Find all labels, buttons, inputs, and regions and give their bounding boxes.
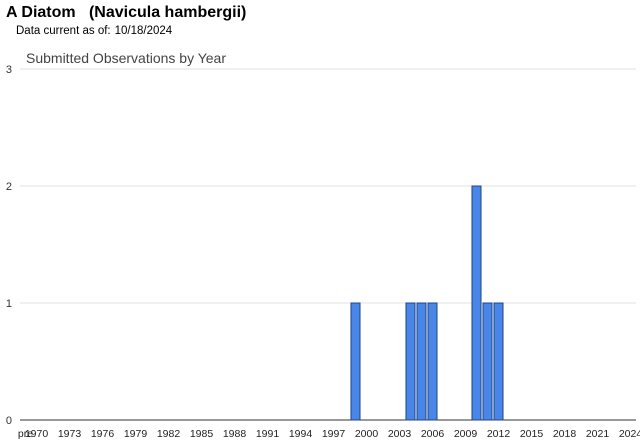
x-tick-label: 2003 xyxy=(388,428,412,440)
y-tick-label: 3 xyxy=(6,64,12,76)
x-tick-label: 1982 xyxy=(157,428,181,440)
x-tick-label: 2024 xyxy=(619,428,640,440)
x-tick-label: 1997 xyxy=(322,428,346,440)
data-date-value: 10/18/2024 xyxy=(114,25,173,37)
x-tick-label: 2009 xyxy=(454,428,478,440)
x-tick-label: 1979 xyxy=(124,428,148,440)
bar-2012 xyxy=(493,302,504,421)
x-tick-label: 2012 xyxy=(487,428,511,440)
bar-2005 xyxy=(416,302,427,421)
x-tick-label: 1988 xyxy=(223,428,247,440)
data-date: Data current as of: 10/18/2024 xyxy=(16,25,172,37)
x-tick-label: 2015 xyxy=(520,428,544,440)
y-axis: 0 1 2 3 xyxy=(6,64,12,427)
x-tick-label: pre xyxy=(18,428,33,440)
x-tick-label: 1994 xyxy=(289,428,313,440)
bars xyxy=(350,185,504,421)
x-tick-label: 2006 xyxy=(421,428,445,440)
bar-2011 xyxy=(482,302,493,421)
chart-grid xyxy=(20,68,636,421)
x-tick-label: 2000 xyxy=(355,428,379,440)
bar-1999 xyxy=(350,302,361,421)
x-tick-label: 1973 xyxy=(58,428,82,440)
x-tick-label: 1985 xyxy=(190,428,214,440)
data-date-label: Data current as of: xyxy=(16,25,111,37)
x-tick-label: 1976 xyxy=(91,428,115,440)
bar-2006 xyxy=(427,302,438,421)
x-tick-label: 2021 xyxy=(586,428,610,440)
x-tick-label: 1970 xyxy=(25,428,49,440)
page-title: A Diatom (Navicula hambergii) xyxy=(6,4,247,21)
x-tick-label: 2018 xyxy=(553,428,577,440)
bar-2010 xyxy=(471,185,482,421)
x-tick-label: 1991 xyxy=(256,428,280,440)
y-tick-label: 0 xyxy=(6,415,12,427)
bar-2004 xyxy=(405,302,416,421)
chart-title: Submitted Observations by Year xyxy=(26,50,226,66)
y-tick-label: 1 xyxy=(6,298,12,310)
y-tick-label: 2 xyxy=(6,181,12,193)
